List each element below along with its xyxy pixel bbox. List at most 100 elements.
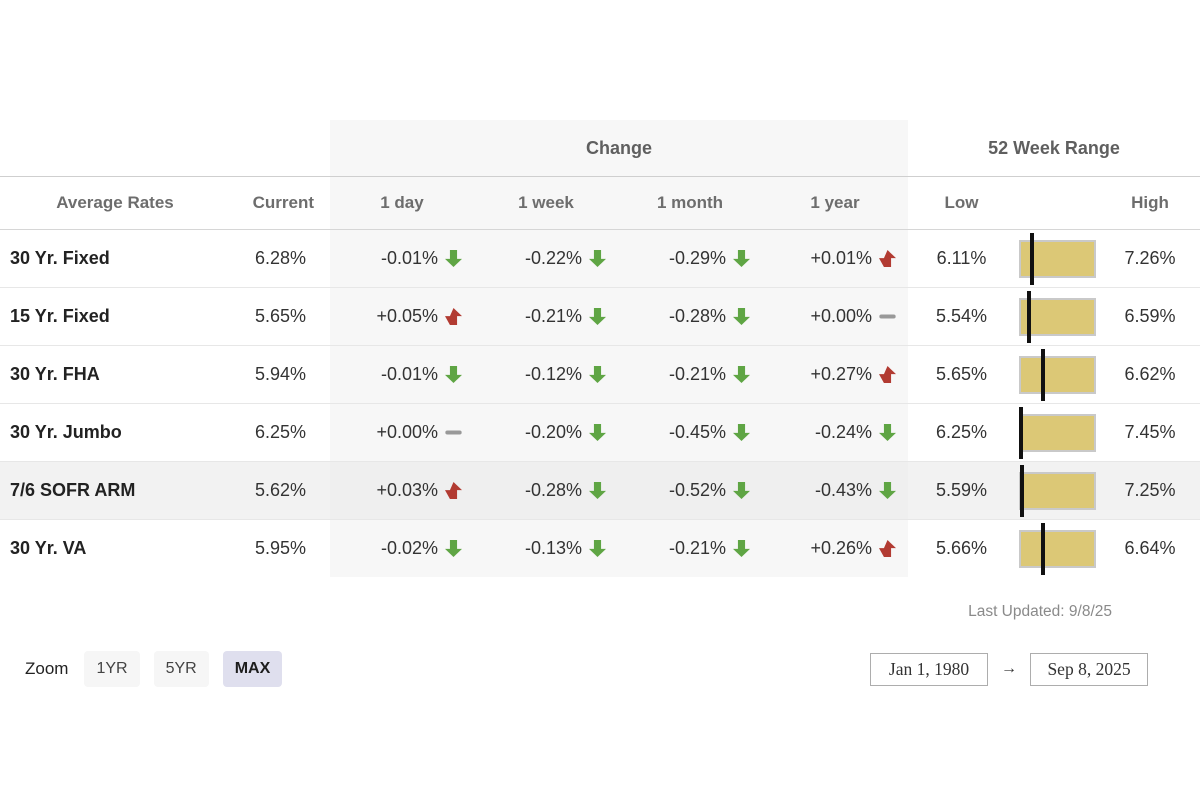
change-1year-cell: -0.43% bbox=[762, 462, 908, 519]
group-header-spacer bbox=[0, 120, 330, 176]
52-week-range-bar bbox=[1019, 232, 1096, 285]
range-low-value: 5.66% bbox=[935, 538, 988, 558]
down-arrow-icon bbox=[445, 540, 462, 557]
change-1day-cell: +0.05% bbox=[330, 288, 474, 345]
zoom-1yr-button[interactable]: 1YR bbox=[84, 651, 140, 687]
change-1year-cell: +0.00% bbox=[762, 288, 908, 345]
rate-row[interactable]: 30 Yr. Fixed 6.28% -0.01% -0.22% -0.29% … bbox=[0, 230, 1200, 288]
down-arrow-icon bbox=[733, 482, 750, 499]
rate-name: 30 Yr. Fixed bbox=[10, 248, 110, 268]
range-low-value: 5.54% bbox=[935, 306, 988, 326]
last-updated-text: Last Updated: 9/8/25 bbox=[968, 603, 1112, 620]
range-low-value: 5.65% bbox=[935, 364, 988, 384]
52-week-range-bar bbox=[1019, 348, 1096, 401]
up-arrow-icon bbox=[445, 308, 462, 325]
rate-name: 30 Yr. Jumbo bbox=[10, 422, 122, 442]
down-arrow-icon bbox=[733, 424, 750, 441]
range-bar-cell bbox=[1015, 520, 1100, 577]
range-low-value: 6.25% bbox=[935, 422, 988, 442]
52-week-range-bar bbox=[1019, 290, 1096, 343]
zoom-5yr-button[interactable]: 5YR bbox=[153, 651, 209, 687]
rate-name: 7/6 SOFR ARM bbox=[0, 462, 230, 519]
range-bar-cell bbox=[1015, 462, 1100, 519]
change-1month-cell: -0.21% bbox=[618, 520, 762, 577]
col-header-1day: 1 day bbox=[330, 177, 474, 229]
down-arrow-icon bbox=[445, 366, 462, 383]
col-header-1year: 1 year bbox=[762, 177, 908, 229]
change-1year-cell: +0.27% bbox=[762, 346, 908, 403]
current-rate: 6.25% bbox=[254, 422, 306, 442]
date-range-selector: Jan 1, 1980 → Sep 8, 2025 bbox=[870, 652, 1148, 686]
zoom-control-group: Zoom 1YR 5YR MAX bbox=[25, 651, 283, 687]
col-header-low: Low bbox=[944, 193, 979, 212]
date-to-input[interactable]: Sep 8, 2025 bbox=[1030, 652, 1148, 686]
range-high-value: 7.25% bbox=[1100, 462, 1200, 519]
zoom-label: Zoom bbox=[25, 659, 69, 678]
down-arrow-icon bbox=[733, 366, 750, 383]
change-1month-cell: -0.45% bbox=[618, 404, 762, 461]
current-rate-marker bbox=[1026, 290, 1031, 343]
current-rate: 5.95% bbox=[254, 538, 306, 558]
change-1month-cell: -0.29% bbox=[618, 230, 762, 287]
change-1week-cell: -0.21% bbox=[474, 288, 618, 345]
range-high-value: 6.64% bbox=[1124, 538, 1176, 558]
change-1week-cell: -0.22% bbox=[474, 230, 618, 287]
rate-row[interactable]: 30 Yr. Jumbo 6.25% +0.00% -0.20% -0.45% … bbox=[0, 404, 1200, 462]
change-group-header: Change bbox=[330, 120, 908, 176]
change-1day-cell: -0.01% bbox=[330, 346, 474, 403]
rate-rows: 30 Yr. Fixed 6.28% -0.01% -0.22% -0.29% … bbox=[0, 230, 1200, 577]
zoom-buttons: 1YR 5YR MAX bbox=[84, 651, 283, 687]
date-from-input[interactable]: Jan 1, 1980 bbox=[870, 652, 988, 686]
range-bar-cell bbox=[1015, 230, 1100, 287]
change-1year-cell: +0.01% bbox=[762, 230, 908, 287]
range-high-value: 7.45% bbox=[1124, 422, 1176, 442]
range-arrow-icon: → bbox=[1001, 660, 1017, 677]
col-header-1month: 1 month bbox=[618, 177, 762, 229]
down-arrow-icon bbox=[879, 482, 896, 499]
col-header-range-bar-spacer bbox=[1015, 177, 1100, 229]
down-arrow-icon bbox=[733, 540, 750, 557]
change-1day-cell: -0.02% bbox=[330, 520, 474, 577]
down-arrow-icon bbox=[589, 366, 606, 383]
col-header-average-rates: Average Rates bbox=[56, 193, 174, 212]
52-week-range-bar bbox=[1019, 522, 1096, 575]
change-1month-cell: -0.28% bbox=[618, 288, 762, 345]
down-arrow-icon bbox=[733, 308, 750, 325]
range-high-value: 6.62% bbox=[1124, 364, 1176, 384]
column-header-row: Average Rates Current 1 day 1 week 1 mon… bbox=[0, 176, 1200, 230]
up-arrow-icon bbox=[879, 540, 896, 557]
52-week-range-bar bbox=[1019, 464, 1096, 517]
change-1week-cell: -0.20% bbox=[474, 404, 618, 461]
down-arrow-icon bbox=[589, 424, 606, 441]
rate-name: 30 Yr. VA bbox=[10, 538, 87, 558]
rate-row[interactable]: 15 Yr. Fixed 5.65% +0.05% -0.21% -0.28% … bbox=[0, 288, 1200, 346]
current-rate: 5.94% bbox=[254, 364, 306, 384]
col-header-current: Current bbox=[252, 193, 314, 212]
change-1year-cell: +0.26% bbox=[762, 520, 908, 577]
change-1week-cell: -0.28% bbox=[474, 462, 618, 519]
no-change-dash-icon bbox=[445, 430, 462, 435]
change-1month-cell: -0.21% bbox=[618, 346, 762, 403]
rate-row[interactable]: 30 Yr. VA 5.95% -0.02% -0.13% -0.21% +0.… bbox=[0, 520, 1200, 577]
down-arrow-icon bbox=[879, 424, 896, 441]
chart-controls: Zoom 1YR 5YR MAX Jan 1, 1980 → Sep 8, 2025 bbox=[0, 651, 1200, 687]
down-arrow-icon bbox=[733, 250, 750, 267]
change-1week-cell: -0.12% bbox=[474, 346, 618, 403]
up-arrow-icon bbox=[879, 366, 896, 383]
up-arrow-icon bbox=[445, 482, 462, 499]
down-arrow-icon bbox=[445, 250, 462, 267]
down-arrow-icon bbox=[589, 540, 606, 557]
col-header-high: High bbox=[1131, 193, 1169, 212]
rate-name: 30 Yr. FHA bbox=[10, 364, 100, 384]
no-change-dash-icon bbox=[879, 314, 896, 319]
range-high-value: 7.26% bbox=[1124, 248, 1176, 268]
rate-row[interactable]: 7/6 SOFR ARM 5.62% +0.03% -0.28% -0.52% … bbox=[0, 462, 1200, 520]
current-rate-marker bbox=[1019, 406, 1023, 459]
current-rate-marker bbox=[1040, 522, 1045, 575]
rate-row[interactable]: 30 Yr. FHA 5.94% -0.01% -0.12% -0.21% +0… bbox=[0, 346, 1200, 404]
mortgage-rates-widget: Change 52 Week Range Average Rates Curre… bbox=[0, 120, 1200, 687]
range-low-value: 5.59% bbox=[908, 462, 1015, 519]
change-1day-cell: +0.00% bbox=[330, 404, 474, 461]
zoom-max-button[interactable]: MAX bbox=[222, 651, 283, 687]
range-bar-cell bbox=[1015, 404, 1100, 461]
